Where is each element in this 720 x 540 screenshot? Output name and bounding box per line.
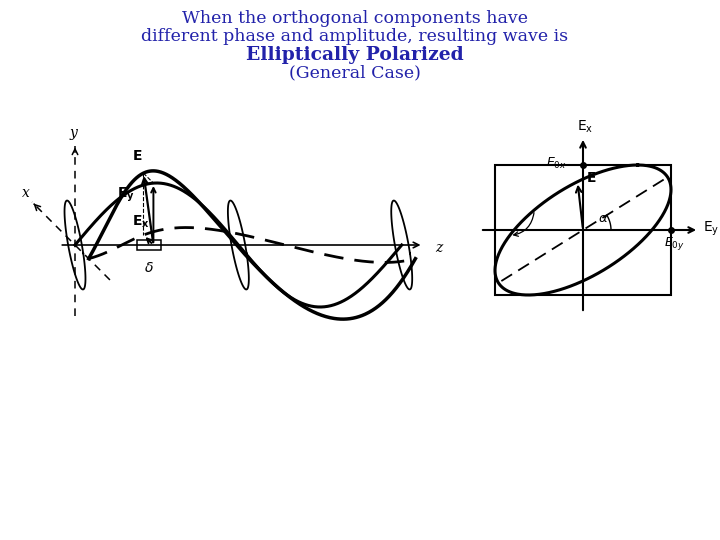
Polygon shape: [137, 240, 161, 250]
Text: $\mathbf{E_y}$: $\mathbf{E_y}$: [117, 185, 135, 204]
Text: $\delta$: $\delta$: [144, 261, 154, 275]
Text: $\alpha$: $\alpha$: [598, 212, 608, 225]
Text: $\mathbf{E_x}$: $\mathbf{E_x}$: [132, 214, 150, 230]
Text: $\mathbf{E}$: $\mathbf{E}$: [132, 148, 143, 163]
Text: $\mathrm{E_x}$: $\mathrm{E_x}$: [577, 119, 593, 135]
Text: When the orthogonal components have: When the orthogonal components have: [182, 10, 528, 27]
Text: y: y: [70, 126, 78, 140]
Text: (General Case): (General Case): [289, 64, 421, 81]
Text: x: x: [22, 186, 30, 200]
Text: $E_{0y}$: $E_{0y}$: [664, 235, 685, 253]
Text: Elliptically Polarized: Elliptically Polarized: [246, 46, 464, 64]
Text: $\mathbf{E}$: $\mathbf{E}$: [586, 171, 597, 185]
Text: z: z: [436, 241, 443, 255]
Text: $\mathrm{E_y}$: $\mathrm{E_y}$: [703, 220, 719, 238]
Text: $E_{0x}$: $E_{0x}$: [546, 156, 567, 171]
Text: different phase and amplitude, resulting wave is: different phase and amplitude, resulting…: [141, 28, 569, 45]
